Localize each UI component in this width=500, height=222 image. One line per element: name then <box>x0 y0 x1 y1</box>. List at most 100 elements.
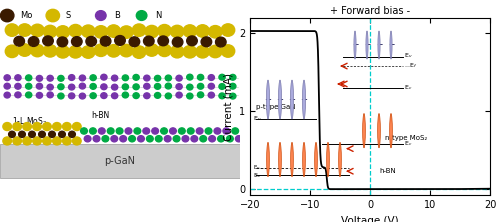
Circle shape <box>136 11 147 20</box>
Circle shape <box>90 83 96 89</box>
Circle shape <box>32 137 42 145</box>
Circle shape <box>48 131 56 137</box>
Circle shape <box>219 93 225 99</box>
Circle shape <box>94 44 108 56</box>
Circle shape <box>57 37 68 47</box>
Circle shape <box>198 92 203 98</box>
Circle shape <box>14 36 24 46</box>
Circle shape <box>28 37 39 46</box>
Circle shape <box>108 128 114 134</box>
Circle shape <box>138 136 144 142</box>
Text: E$_v$....: E$_v$.... <box>253 163 268 172</box>
Circle shape <box>156 136 162 142</box>
Circle shape <box>112 93 117 99</box>
Circle shape <box>86 36 97 46</box>
Circle shape <box>290 80 294 119</box>
Circle shape <box>222 45 234 57</box>
Text: +: + <box>313 155 319 164</box>
Circle shape <box>15 75 21 81</box>
Circle shape <box>208 45 222 58</box>
Circle shape <box>23 123 32 131</box>
Text: −: − <box>364 41 370 50</box>
Circle shape <box>216 37 226 47</box>
Text: +: + <box>360 126 368 135</box>
Text: −: − <box>300 95 308 104</box>
Circle shape <box>132 24 146 36</box>
Circle shape <box>26 83 32 89</box>
Circle shape <box>52 123 61 131</box>
Circle shape <box>173 136 180 142</box>
Circle shape <box>120 136 126 142</box>
Circle shape <box>38 131 46 137</box>
Circle shape <box>8 131 16 137</box>
Circle shape <box>58 75 64 81</box>
Circle shape <box>90 128 96 134</box>
Circle shape <box>96 11 106 20</box>
Circle shape <box>18 131 26 137</box>
Circle shape <box>278 80 281 119</box>
Circle shape <box>290 142 294 177</box>
Circle shape <box>144 83 150 89</box>
Text: −: − <box>352 41 358 50</box>
Circle shape <box>13 123 22 131</box>
Circle shape <box>145 25 158 38</box>
Circle shape <box>62 137 71 145</box>
Circle shape <box>68 131 75 137</box>
Text: +: + <box>277 155 283 164</box>
Circle shape <box>154 83 160 89</box>
Circle shape <box>56 46 70 58</box>
Circle shape <box>4 75 10 81</box>
Circle shape <box>338 142 342 177</box>
Circle shape <box>15 83 21 89</box>
Circle shape <box>44 45 57 57</box>
Circle shape <box>326 142 330 177</box>
Circle shape <box>116 128 123 134</box>
Circle shape <box>186 74 193 80</box>
Circle shape <box>390 31 392 59</box>
Circle shape <box>100 36 111 46</box>
Circle shape <box>68 84 75 90</box>
Circle shape <box>107 45 120 57</box>
Circle shape <box>186 93 193 99</box>
Circle shape <box>90 75 96 81</box>
Circle shape <box>80 75 86 81</box>
Text: p-GaN: p-GaN <box>104 156 136 166</box>
Circle shape <box>196 128 203 134</box>
Circle shape <box>30 24 44 37</box>
Circle shape <box>18 44 32 56</box>
Circle shape <box>354 31 356 59</box>
Circle shape <box>82 25 95 38</box>
Text: h-BN: h-BN <box>379 168 396 174</box>
Text: E$_v$: E$_v$ <box>253 114 262 123</box>
Text: −: − <box>288 95 296 104</box>
Circle shape <box>146 136 153 142</box>
Circle shape <box>23 137 32 145</box>
Circle shape <box>69 24 82 37</box>
Circle shape <box>219 84 225 89</box>
Circle shape <box>62 123 71 131</box>
Circle shape <box>390 114 392 148</box>
Circle shape <box>132 46 146 58</box>
Circle shape <box>80 93 86 99</box>
Circle shape <box>314 142 318 177</box>
Circle shape <box>176 75 182 81</box>
X-axis label: Voltage (V): Voltage (V) <box>341 216 399 222</box>
Circle shape <box>28 131 35 137</box>
Text: E$_c$: E$_c$ <box>404 139 412 148</box>
Circle shape <box>4 83 10 89</box>
Circle shape <box>133 84 139 90</box>
Circle shape <box>102 136 108 142</box>
Circle shape <box>111 136 117 142</box>
Circle shape <box>129 37 140 47</box>
Circle shape <box>223 128 230 134</box>
Text: S: S <box>66 11 71 20</box>
Circle shape <box>186 84 193 90</box>
Circle shape <box>13 137 22 145</box>
Circle shape <box>36 83 43 89</box>
Circle shape <box>170 46 184 58</box>
Circle shape <box>72 37 82 46</box>
Circle shape <box>80 83 86 89</box>
Circle shape <box>236 136 242 142</box>
Circle shape <box>182 136 189 142</box>
Circle shape <box>42 123 51 131</box>
